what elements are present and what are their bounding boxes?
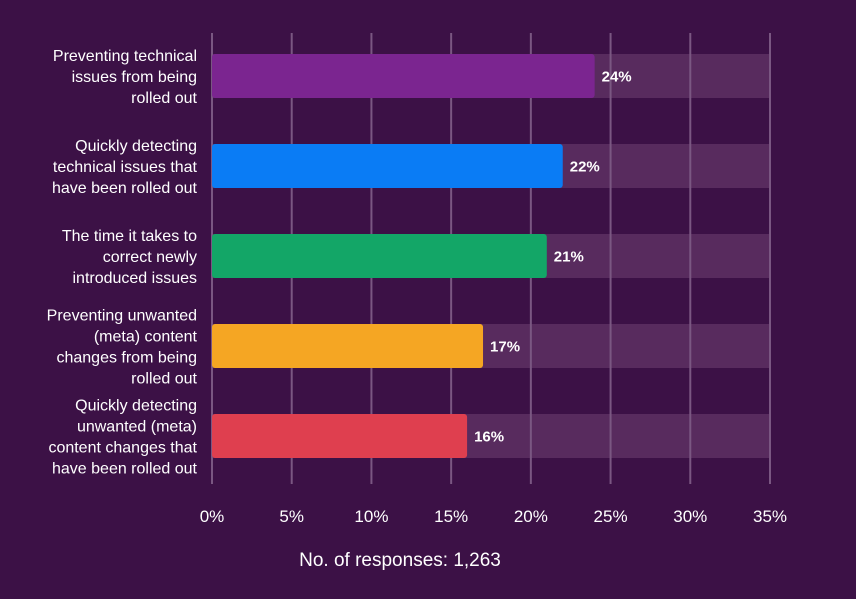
x-tick-label: 15% (434, 507, 468, 526)
category-labels: Preventing technical issues from being rol… (47, 48, 198, 478)
bar (212, 234, 547, 278)
category-label: The time it takes to correct newly introdu… (62, 228, 197, 287)
category-label: Quickly detecting technical issues that ha… (52, 138, 198, 197)
value-label: 22% (570, 159, 600, 176)
value-label: 16% (474, 429, 504, 446)
value-label: 24% (602, 69, 632, 86)
category-label: Preventing unwanted (meta) content changes… (47, 308, 198, 388)
value-label: 21% (554, 249, 584, 266)
x-tick-label: 10% (354, 507, 388, 526)
x-tick-label: 0% (200, 507, 225, 526)
x-tick-label: 35% (753, 507, 787, 526)
responses-footnote: No. of responses: 1,263 (299, 550, 501, 571)
bar (212, 324, 484, 368)
x-tick-label: 25% (594, 507, 628, 526)
x-axis-ticks: 0% 5% 10% 15% 20% 25% 30% 35% (200, 507, 787, 526)
bar (212, 414, 468, 458)
bars: 24% 22% 21% 17% 16% (212, 54, 632, 458)
category-label: Quickly detecting unwanted (meta) content … (48, 398, 197, 478)
bar (212, 144, 563, 188)
x-tick-label: 5% (279, 507, 304, 526)
x-tick-label: 30% (673, 507, 707, 526)
x-tick-label: 20% (514, 507, 548, 526)
category-label: Preventing technical issues from being rol… (53, 48, 198, 107)
bar (212, 54, 595, 98)
value-label: 17% (490, 339, 520, 356)
